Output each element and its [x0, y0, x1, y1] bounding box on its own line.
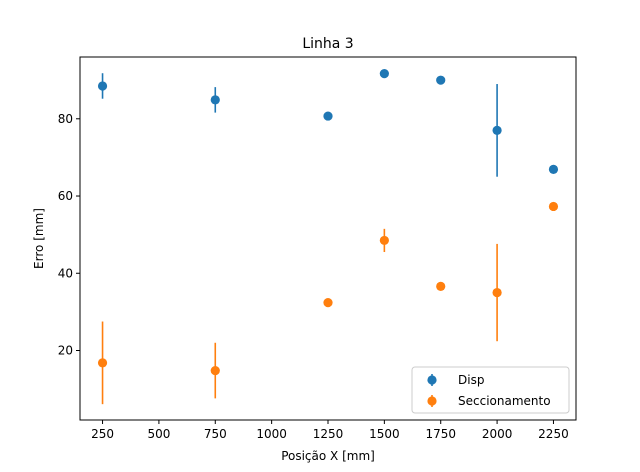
- legend-label: Disp: [458, 373, 484, 387]
- y-tick-label: 80: [58, 112, 73, 126]
- x-tick-label: 750: [204, 427, 227, 441]
- y-tick-label: 40: [58, 266, 73, 280]
- legend-marker: [427, 396, 437, 406]
- x-tick-label: 2000: [482, 427, 513, 441]
- x-tick-label: 2250: [538, 427, 569, 441]
- data-point: [323, 111, 333, 121]
- y-tick-label: 60: [58, 189, 73, 203]
- x-tick-label: 1000: [256, 427, 287, 441]
- data-point: [548, 164, 559, 174]
- y-tick-label: 20: [58, 343, 73, 357]
- data-point: [492, 287, 502, 298]
- x-tick-label: 1500: [369, 427, 400, 441]
- data-point: [323, 298, 333, 308]
- plot-area: [80, 57, 576, 420]
- data-point: [492, 125, 502, 135]
- y-axis-label: Erro [mm]: [32, 208, 46, 269]
- x-tick-label: 1750: [425, 427, 456, 441]
- x-tick-label: 500: [147, 427, 170, 441]
- data-point: [379, 235, 389, 246]
- legend-frame: [411, 366, 570, 414]
- x-ticks: 250 500 750 1000 1250 1500 1750 2000 2250: [91, 420, 569, 441]
- data-point: [379, 69, 389, 79]
- y-ticks: 20 40 60 80: [58, 112, 80, 357]
- data-point: [210, 95, 220, 105]
- series-disp: [97, 69, 559, 177]
- legend-entries: Disp Seccionamento: [427, 373, 551, 408]
- series-layer: [97, 69, 559, 405]
- data-point: [210, 365, 220, 376]
- x-axis-label: Posição X [mm]: [281, 449, 375, 463]
- data-point: [548, 201, 559, 212]
- x-tick-label: 250: [91, 427, 114, 441]
- data-point: [97, 81, 108, 91]
- data-point: [436, 75, 446, 85]
- data-point: [97, 358, 108, 368]
- legend-marker: [427, 375, 437, 385]
- data-point: [436, 281, 446, 291]
- series-seccionamento: [97, 201, 559, 405]
- plot-frame: [79, 56, 577, 421]
- legend-label: Seccionamento: [458, 394, 551, 408]
- x-tick-label: 1250: [313, 427, 344, 441]
- legend: Disp Seccionamento: [411, 366, 570, 414]
- chart-title: Linha 3: [302, 36, 353, 52]
